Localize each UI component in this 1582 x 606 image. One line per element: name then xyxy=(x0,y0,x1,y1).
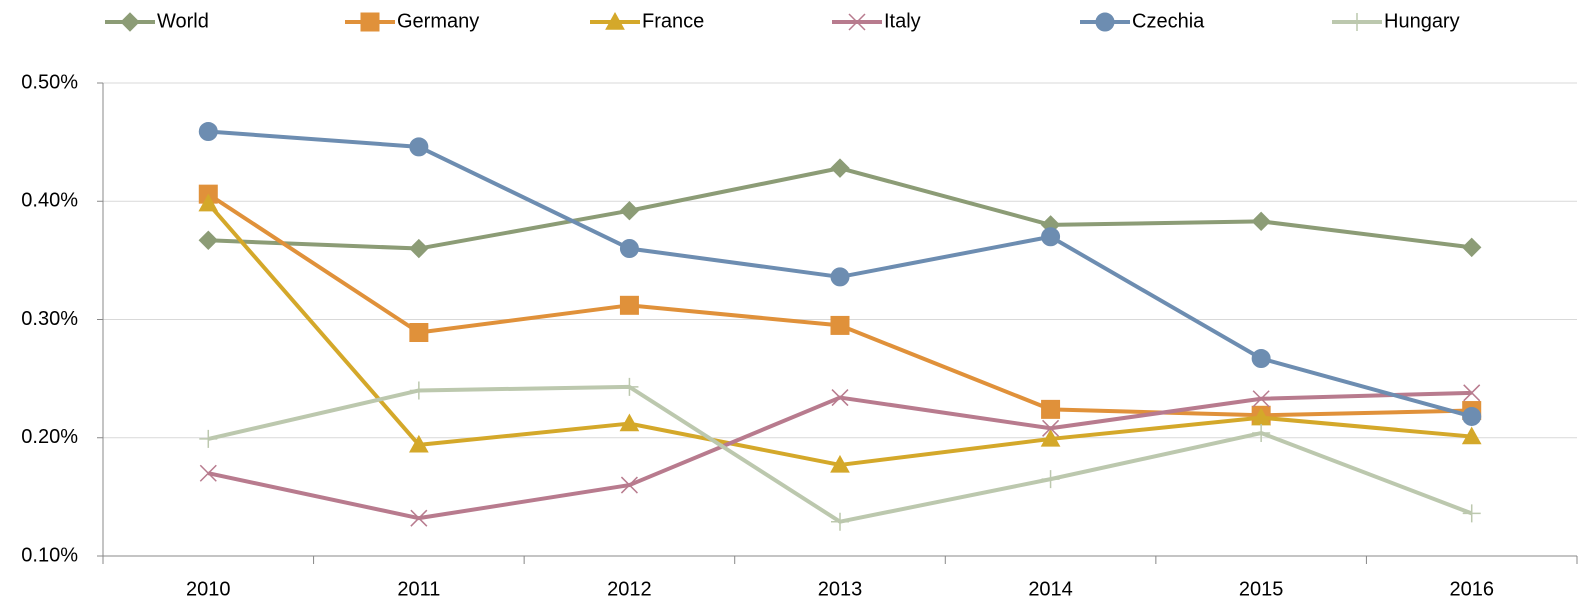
series-line xyxy=(208,166,1472,251)
data-point xyxy=(410,509,428,527)
y-tick-label: 0.10% xyxy=(21,544,78,566)
data-point xyxy=(1252,424,1271,443)
legend-marker xyxy=(848,13,866,31)
x-tick-label: 2014 xyxy=(1028,578,1073,600)
data-point xyxy=(1462,237,1482,258)
data-point xyxy=(199,429,218,448)
x-tick-label: 2016 xyxy=(1449,578,1494,600)
legend-marker xyxy=(605,11,625,30)
data-point xyxy=(830,454,850,473)
data-point xyxy=(1252,390,1270,408)
data-point xyxy=(1463,384,1481,402)
legend-label: Italy xyxy=(884,10,921,32)
data-point xyxy=(409,434,429,453)
legend-marker xyxy=(360,12,380,32)
legend-marker xyxy=(1095,12,1115,32)
data-point xyxy=(1041,227,1061,247)
data-point xyxy=(198,193,219,212)
data-point xyxy=(1462,406,1482,426)
x-tick-label: 2010 xyxy=(186,578,231,600)
data-point xyxy=(1462,504,1481,523)
legend-marker xyxy=(120,12,140,32)
data-point xyxy=(1041,470,1060,489)
data-point xyxy=(830,267,850,287)
y-tick-label: 0.30% xyxy=(21,308,78,330)
x-tick-label: 2013 xyxy=(818,578,863,600)
x-tick-label: 2011 xyxy=(397,578,440,600)
data-point xyxy=(409,238,429,259)
data-point xyxy=(199,464,217,482)
legend-label: France xyxy=(642,10,704,32)
data-point xyxy=(409,381,428,400)
series-line xyxy=(207,192,1472,418)
data-point xyxy=(198,230,218,250)
data-point xyxy=(409,137,429,157)
legend-label: World xyxy=(157,10,209,32)
series-line xyxy=(207,384,1473,524)
legend-label: Czechia xyxy=(1132,10,1205,32)
x-tick-label: 2015 xyxy=(1239,578,1284,600)
data-point xyxy=(1461,426,1482,445)
legend-marker xyxy=(1348,13,1366,31)
data-point xyxy=(831,389,849,407)
data-point xyxy=(1042,419,1060,437)
data-point xyxy=(198,121,218,141)
data-point xyxy=(831,512,849,531)
data-point xyxy=(1251,349,1271,369)
data-point xyxy=(619,295,639,315)
data-point xyxy=(619,201,640,221)
data-point xyxy=(409,323,429,343)
data-point xyxy=(1041,399,1061,419)
y-tick-label: 0.20% xyxy=(21,426,78,448)
y-tick-label: 0.40% xyxy=(21,190,78,212)
legend-label: Hungary xyxy=(1384,10,1460,32)
data-point xyxy=(1251,211,1271,232)
data-point xyxy=(830,158,850,178)
data-point xyxy=(619,413,640,432)
data-point xyxy=(830,315,850,335)
legend-label: Germany xyxy=(397,10,479,32)
data-point xyxy=(620,476,638,494)
data-point xyxy=(620,377,639,396)
data-point xyxy=(1040,428,1061,447)
data-point xyxy=(619,239,639,259)
y-tick-label: 0.50% xyxy=(21,71,78,93)
x-tick-label: 2012 xyxy=(607,578,652,600)
